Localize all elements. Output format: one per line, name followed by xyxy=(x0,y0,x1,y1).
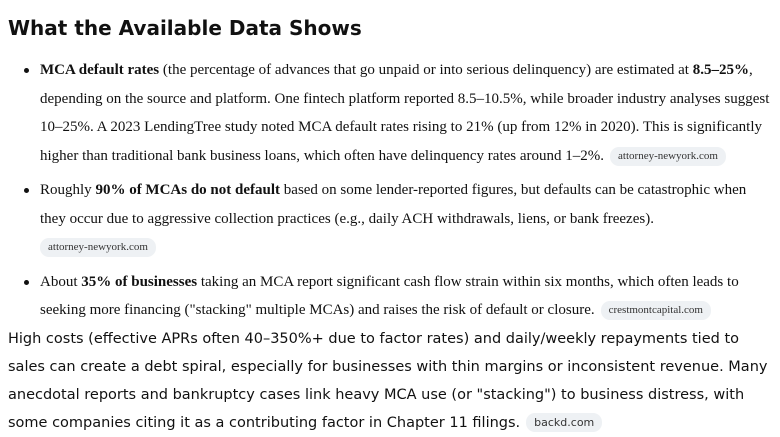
body-text: taking an MCA report significant cash fl… xyxy=(40,273,739,319)
body-text: High costs (effective APRs often 40–350%… xyxy=(8,330,768,431)
list-item-no-default: Roughly 90% of MCAs do not default based… xyxy=(8,176,780,262)
body-text: (the percentage of advances that go unpa… xyxy=(159,62,693,78)
section-heading: What the Available Data Shows xyxy=(8,16,362,40)
findings-list: MCA default rates (the percentage of adv… xyxy=(8,56,780,325)
body-text: , depending on the source and platform. … xyxy=(40,62,770,164)
citation-link[interactable]: backd.com xyxy=(526,412,603,432)
citation-link[interactable]: crestmontcapital.com xyxy=(600,301,711,320)
bold-text: MCA default rates xyxy=(40,62,160,78)
bold-text: 35% of businesses xyxy=(81,273,198,290)
body-text: About xyxy=(40,273,82,290)
summary-paragraph: High costs (effective APRs often 40–350%… xyxy=(8,325,780,437)
bold-text: 90% of MCAs do not default xyxy=(95,182,281,198)
body-text: Roughly xyxy=(40,182,96,198)
bold-text: 8.5–25% xyxy=(692,62,749,78)
citation-link[interactable]: attorney-newyork.com xyxy=(40,238,156,257)
citation-link[interactable]: attorney-newyork.com xyxy=(610,146,726,166)
body-text: based on some lender-reported figures, b… xyxy=(40,182,747,227)
list-item-cash-flow: About 35% of businesses taking an MCA re… xyxy=(8,268,780,325)
list-item-default-rates: MCA default rates (the percentage of adv… xyxy=(8,56,780,170)
